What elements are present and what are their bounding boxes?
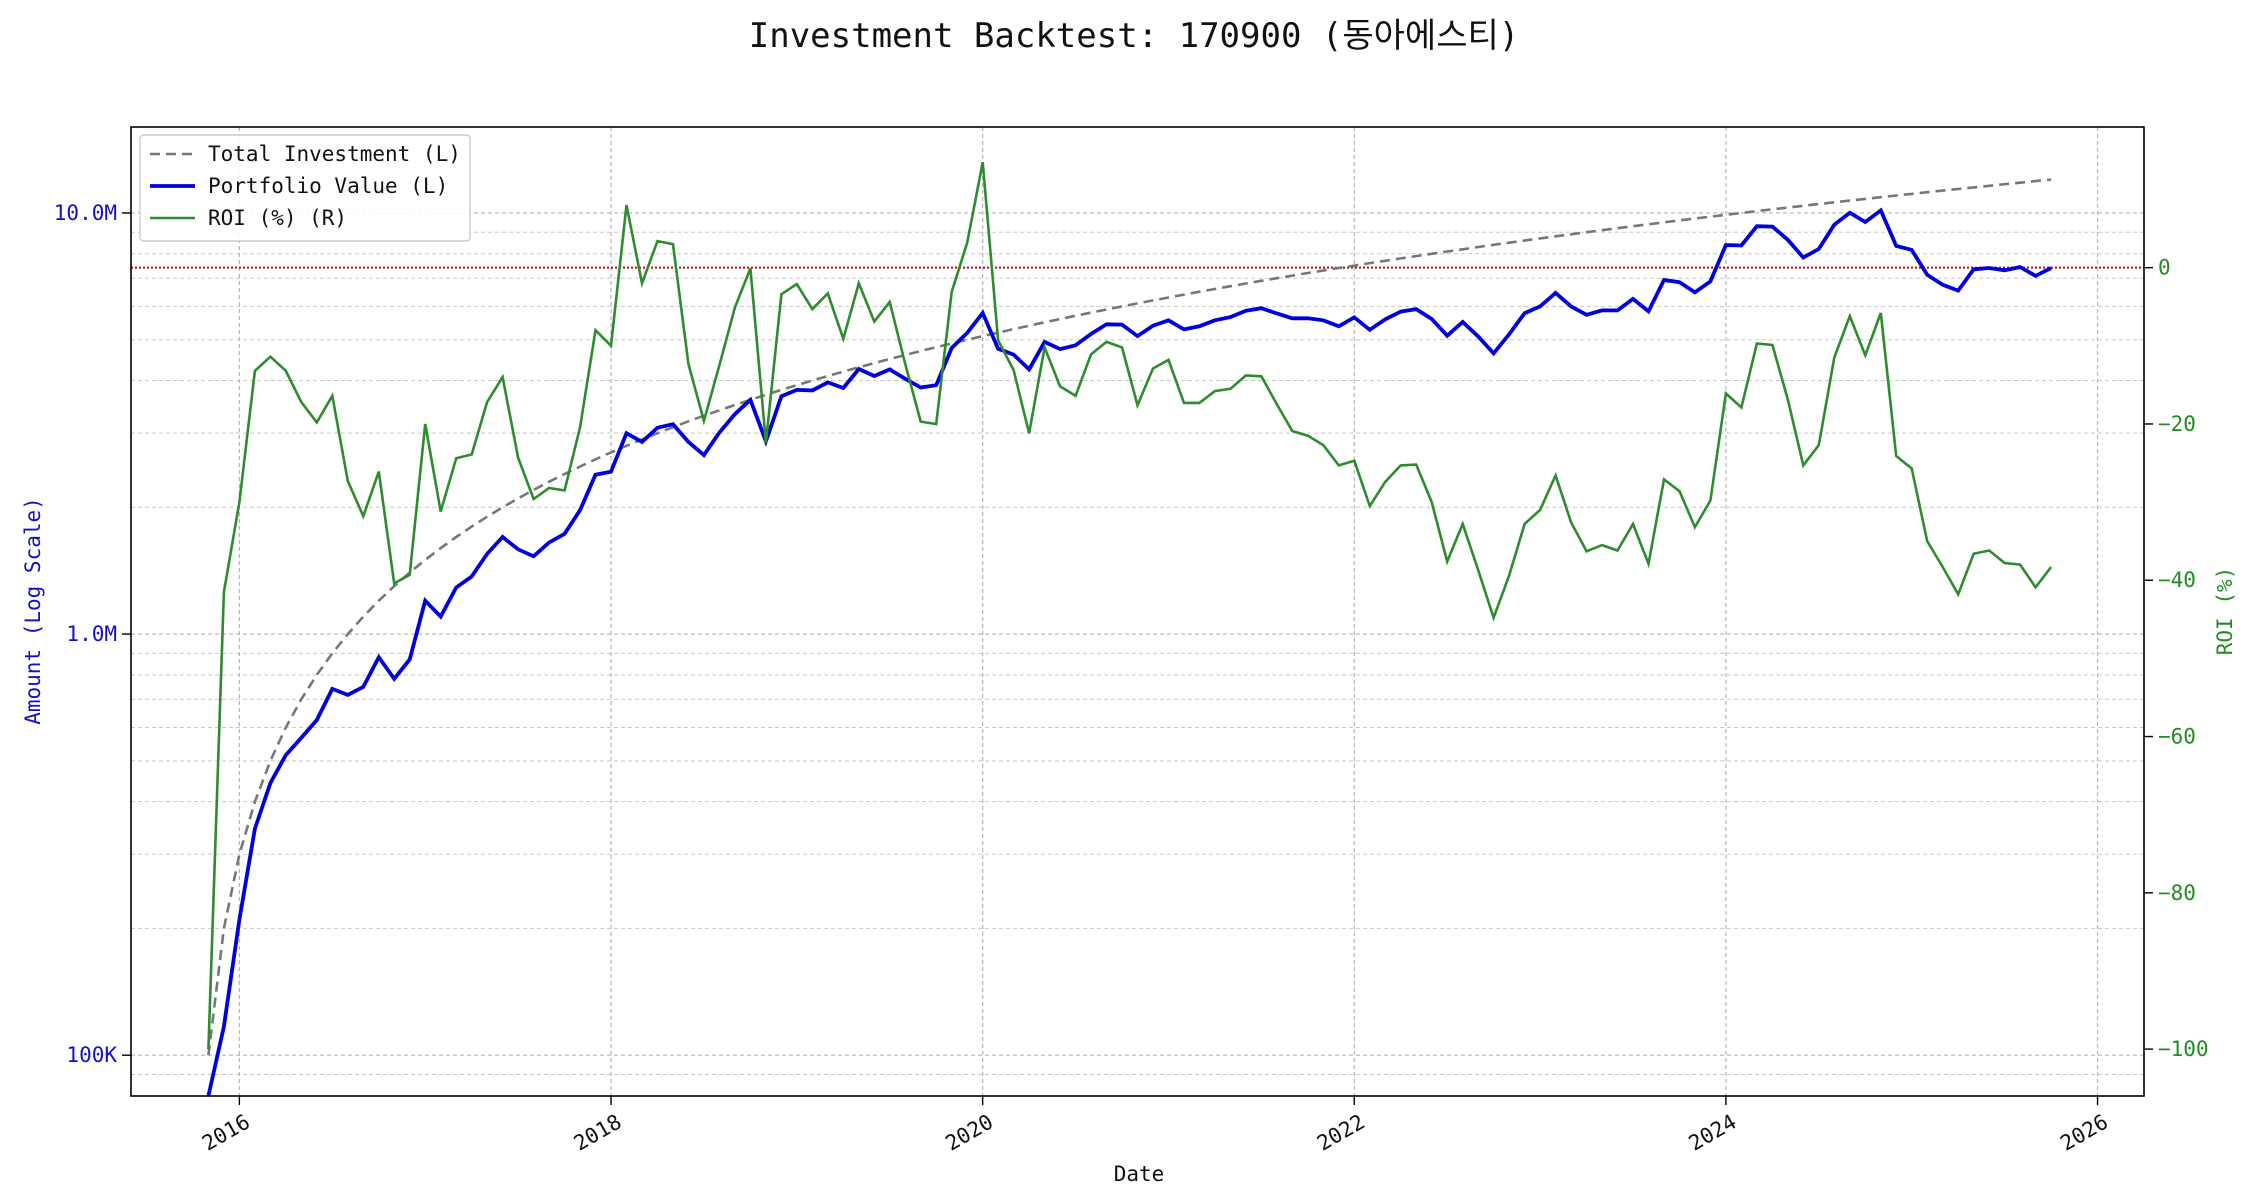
legend-box <box>139 134 471 242</box>
left-axis-label: Amount (Log Scale) <box>21 497 45 725</box>
series-line-portfolio-value <box>206 207 2052 1097</box>
x-tick-label: 2022 <box>1313 1110 1369 1156</box>
right-tick-label: 0 <box>2158 256 2171 280</box>
plot-area-frame <box>130 126 2145 1097</box>
legend: Total Investment (L) Portfolio Value (L)… <box>139 134 471 242</box>
legend-label-roi: ROI (%) (R) <box>208 206 347 230</box>
series-line-roi <box>207 161 2053 1050</box>
left-tick-label: 1.0M <box>66 622 117 646</box>
right-axis-label: ROI (%) <box>2213 567 2237 656</box>
x-tick-label: 2020 <box>941 1110 997 1156</box>
x-tick-label: 2018 <box>570 1110 626 1156</box>
x-tick-label: 2016 <box>198 1110 254 1156</box>
x-tick-label: 2024 <box>1685 1110 1741 1156</box>
left-tick-label: 10.0M <box>54 201 117 225</box>
series-line-total-investment <box>207 178 2052 1056</box>
right-tick-label: −40 <box>2158 568 2196 592</box>
x-axis-label: Date <box>1114 1162 1165 1186</box>
legend-label-total-investment: Total Investment (L) <box>208 142 461 166</box>
right-tick-label: −100 <box>2158 1037 2209 1061</box>
left-tick-label: 100K <box>66 1043 117 1067</box>
right-tick-label: −80 <box>2158 881 2196 905</box>
left-axis-ticks: 100K 1.0M 10.0M <box>54 201 131 1067</box>
legend-label-portfolio-value: Portfolio Value (L) <box>208 174 448 198</box>
right-tick-label: −20 <box>2158 412 2196 436</box>
chart-title: Investment Backtest: 170900 (동아에스티) <box>749 16 1520 56</box>
right-axis-ticks: 0 −20 −40 −60 −80 −100 <box>2144 256 2209 1061</box>
x-tick-label: 2026 <box>2056 1110 2112 1156</box>
right-tick-label: −60 <box>2158 725 2196 749</box>
x-axis-ticks: 2016 2018 2020 2022 2024 2026 <box>198 1096 2112 1156</box>
grid-lines <box>131 127 2144 1097</box>
